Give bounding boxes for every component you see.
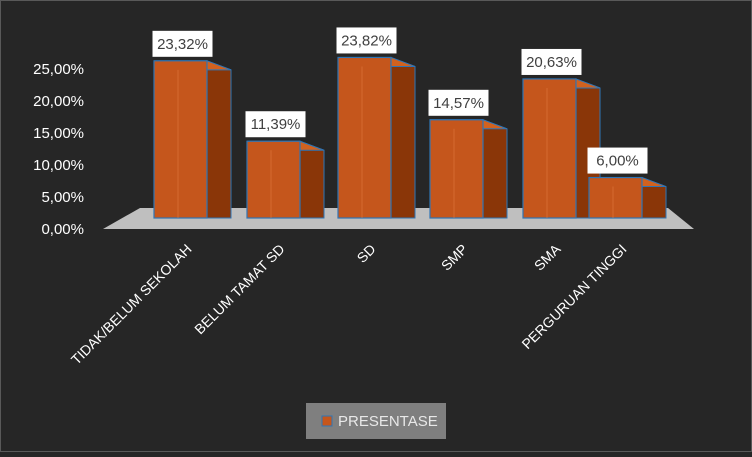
data-label-box	[336, 27, 397, 54]
y-tick-label: 25,00%	[33, 61, 84, 78]
bar	[522, 78, 601, 219]
bar-side-face	[482, 119, 508, 219]
bar-front-face	[588, 176, 643, 219]
data-label-text: 23,32%	[157, 36, 208, 53]
y-tick-label: 10,00%	[33, 157, 84, 174]
data-label: 23,82%	[336, 27, 397, 54]
x-tick-label: SD	[354, 241, 379, 266]
bar-front-face	[522, 78, 577, 219]
bar	[588, 176, 667, 219]
x-tick-label: SMA	[531, 240, 564, 273]
legend: PRESENTASE	[306, 403, 446, 439]
data-label-text: 11,39%	[251, 116, 301, 133]
y-tick-label: 0,00%	[41, 221, 84, 238]
data-label-text: 6,00%	[596, 153, 639, 170]
bar	[153, 60, 232, 219]
bar	[246, 140, 325, 219]
y-tick-label: 15,00%	[33, 125, 84, 142]
bar-side-face	[390, 56, 416, 219]
data-label-box	[587, 147, 648, 174]
bar	[429, 119, 508, 219]
data-label-text: 23,82%	[341, 32, 392, 49]
x-tick-label: SMP	[438, 241, 471, 274]
y-tick-label: 5,00%	[41, 189, 84, 206]
x-tick-label: BELUM TAMAT SD	[191, 241, 287, 337]
bar	[337, 56, 416, 219]
data-label-box	[521, 48, 582, 75]
data-label-box	[152, 30, 213, 57]
data-label-text: 20,63%	[526, 54, 577, 71]
bar-front-face	[337, 56, 392, 219]
bar-front-face	[246, 140, 301, 219]
bar-side-face	[299, 140, 325, 219]
data-label: 20,63%	[521, 48, 582, 75]
y-tick-label: 20,00%	[33, 93, 84, 110]
bar-side-face	[206, 60, 232, 219]
data-label-box	[428, 89, 489, 116]
data-label-box	[245, 111, 306, 138]
data-label: 23,32%	[152, 30, 213, 57]
legend-swatch	[321, 415, 333, 427]
data-label-text: 14,57%	[433, 95, 484, 112]
legend-label: PRESENTASE	[338, 413, 438, 430]
data-label: 6,00%	[587, 147, 648, 174]
data-label: 14,57%	[428, 89, 489, 116]
bar-front-face	[153, 60, 208, 219]
bar-front-face	[429, 119, 484, 219]
data-label: 11,39%	[245, 111, 306, 138]
x-tick-label: TIDAK/BELUM SEKOLAH	[68, 241, 195, 368]
